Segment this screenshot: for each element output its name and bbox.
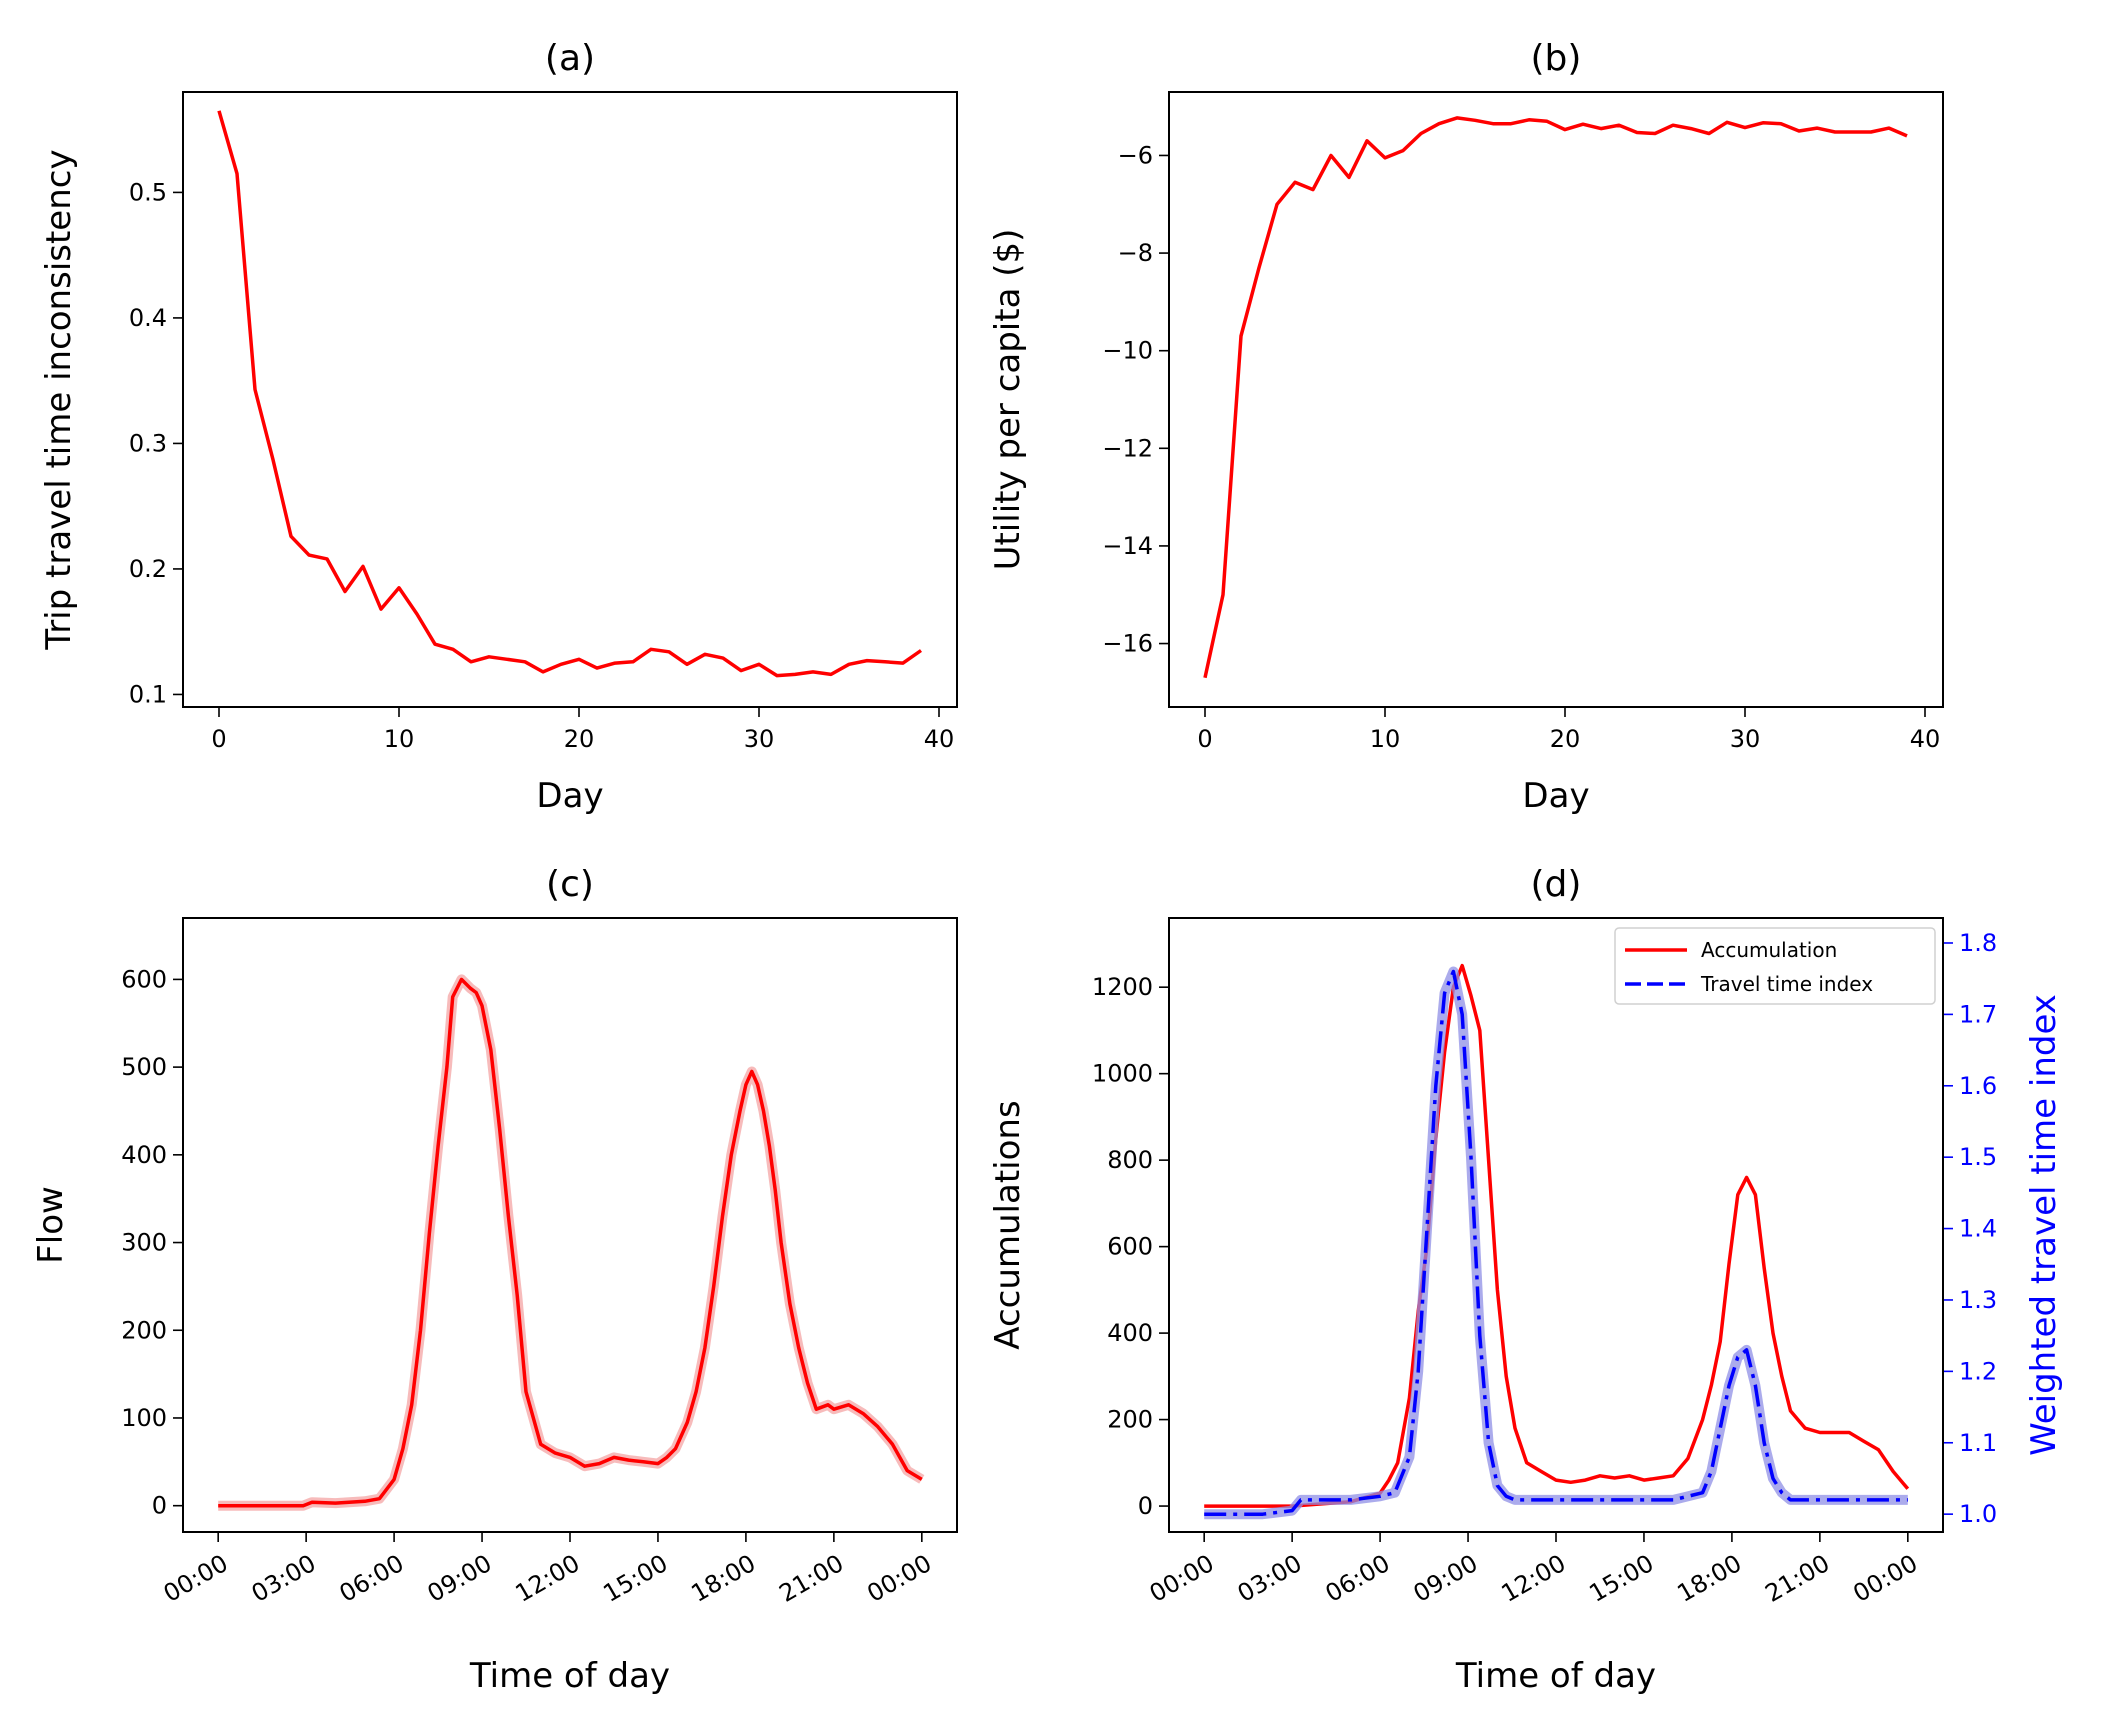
y-tick-label: 0.5 (129, 178, 167, 206)
y-tick-label: 0.3 (129, 429, 167, 457)
x-tick-label: 18:00 (1673, 1549, 1747, 1608)
y-right-tick-label: 1.4 (1959, 1215, 1997, 1243)
y-tick-label: 0.1 (129, 680, 167, 708)
y-tick-label: −16 (1102, 630, 1153, 658)
x-tick-label: 15:00 (599, 1549, 673, 1608)
x-tick-label: 40 (924, 725, 955, 753)
y-axis-label: Flow (31, 1186, 71, 1264)
y-tick-label: −10 (1102, 337, 1153, 365)
axes-frame (182, 917, 958, 1533)
chart-panel-b: (b) 0 10 20 30 40 −16 −14 −12 −10 −8 −6 Day Utility p… (988, 38, 1944, 816)
y-tick-label: 400 (121, 1141, 167, 1169)
y-tick-label: 0 (152, 1492, 167, 1520)
x-tick-label: 10 (1370, 725, 1401, 753)
y-axis-label: Utility per capita ($) (988, 229, 1028, 571)
x-tick-label: 09:00 (423, 1549, 497, 1608)
y-tick-label: 0 (1138, 1492, 1153, 1520)
series-line-flow (218, 977, 923, 1508)
y-tick-label: 200 (1107, 1406, 1153, 1434)
x-tick-label: 18:00 (687, 1549, 761, 1608)
y-right-tick-label: 1.6 (1959, 1072, 1997, 1100)
x-tick-label: 21:00 (1760, 1549, 1834, 1608)
y-right-axis-label: Weighted travel time index (2024, 994, 2064, 1456)
series-band-flow (218, 974, 925, 1511)
x-tick-label: 30 (1730, 725, 1761, 753)
y-tick-label: 300 (121, 1229, 167, 1257)
axes-frame (1168, 917, 1944, 1533)
series-line-inconsistency (217, 110, 923, 678)
x-tick-label: 12:00 (511, 1549, 585, 1608)
y-tick-label: 0.4 (129, 304, 167, 332)
y-right-tick-label: 1.8 (1959, 929, 1997, 957)
legend-box (1614, 927, 1936, 1005)
legend: Accumulation Travel time index (1614, 927, 1936, 1005)
chart-panel-d: (d)00:00 03:00 06:00 09:00 12:00 15:00 18:00 21… (988, 864, 2064, 1696)
series-line-accumulation (1204, 963, 1910, 1508)
chart-panel-a: (a) 0 10 20 30 40 0.1 0.2 0.3 0.4 0.5 Day Trip trave… (39, 38, 958, 816)
y-tick-label: 600 (1107, 1233, 1153, 1261)
chart-title: (d) (1531, 864, 1582, 905)
x-tick-label: 20 (564, 725, 595, 753)
y-right-tick-label: 1.7 (1959, 1000, 1997, 1028)
x-tick-label: 00:00 (862, 1549, 936, 1608)
y-tick-label: 800 (1107, 1146, 1153, 1174)
x-tick-label: 20 (1550, 725, 1581, 753)
chart-title: (b) (1531, 38, 1582, 79)
x-axis-label: Day (536, 776, 603, 816)
y-tick-label: 1200 (1092, 973, 1153, 1001)
y-tick-label: −14 (1102, 532, 1153, 560)
y-tick-label: 100 (121, 1404, 167, 1432)
x-axis-label: Day (1522, 776, 1589, 816)
chart-panel-c: (c)00:00 03:00 06:00 09:00 12:00 15:00 18:00 21… (31, 864, 958, 1696)
y-axis-label: Accumulations (988, 1100, 1028, 1349)
y-tick-label: 200 (121, 1316, 167, 1344)
legend-label: Travel time index (1700, 972, 1873, 996)
y-tick-label: −8 (1118, 239, 1153, 267)
x-tick-label: 09:00 (1409, 1549, 1483, 1608)
y-right-tick-label: 1.5 (1959, 1143, 1997, 1171)
y-tick-label: 0.2 (129, 555, 167, 583)
series-band-travel-time-index (1204, 966, 1908, 1520)
axes-frame (182, 91, 958, 708)
x-axis-label: Time of day (1455, 1656, 1656, 1696)
y-tick-label: −6 (1118, 141, 1153, 169)
y-tick-label: 500 (121, 1053, 167, 1081)
x-axis-label: Time of day (469, 1656, 670, 1696)
y-tick-label: 400 (1107, 1319, 1153, 1347)
y-tick-label: −12 (1102, 434, 1153, 462)
x-tick-label: 06:00 (335, 1549, 409, 1608)
legend-label: Accumulation (1701, 938, 1837, 962)
y-right-tick-label: 1.2 (1959, 1357, 1997, 1385)
chart-title: (a) (545, 38, 595, 79)
series-line-utility (1203, 116, 1908, 679)
x-tick-label: 00:00 (1848, 1549, 1922, 1608)
x-tick-label: 00:00 (159, 1549, 233, 1608)
x-tick-label: 40 (1910, 725, 1941, 753)
x-tick-label: 15:00 (1585, 1549, 1659, 1608)
x-tick-label: 30 (744, 725, 775, 753)
chart-title: (c) (546, 864, 594, 905)
x-tick-label: 06:00 (1321, 1549, 1395, 1608)
x-tick-label: 10 (384, 725, 415, 753)
x-tick-label: 12:00 (1497, 1549, 1571, 1608)
axes-frame (1168, 91, 1944, 708)
x-tick-label: 00:00 (1145, 1549, 1219, 1608)
x-tick-label: 21:00 (774, 1549, 848, 1608)
y-axis-label: Trip travel time inconsistency (39, 149, 79, 650)
y-right-tick-label: 1.3 (1959, 1286, 1997, 1314)
x-tick-label: 03:00 (247, 1549, 321, 1608)
x-tick-label: 0 (211, 725, 226, 753)
y-right-tick-label: 1.0 (1959, 1500, 1997, 1528)
x-tick-label: 0 (1197, 725, 1212, 753)
series-line-travel-time-index (1204, 969, 1908, 1516)
x-tick-label: 03:00 (1233, 1549, 1307, 1608)
y-tick-label: 600 (121, 965, 167, 993)
y-tick-label: 1000 (1092, 1060, 1153, 1088)
y-right-tick-label: 1.1 (1959, 1429, 1997, 1457)
